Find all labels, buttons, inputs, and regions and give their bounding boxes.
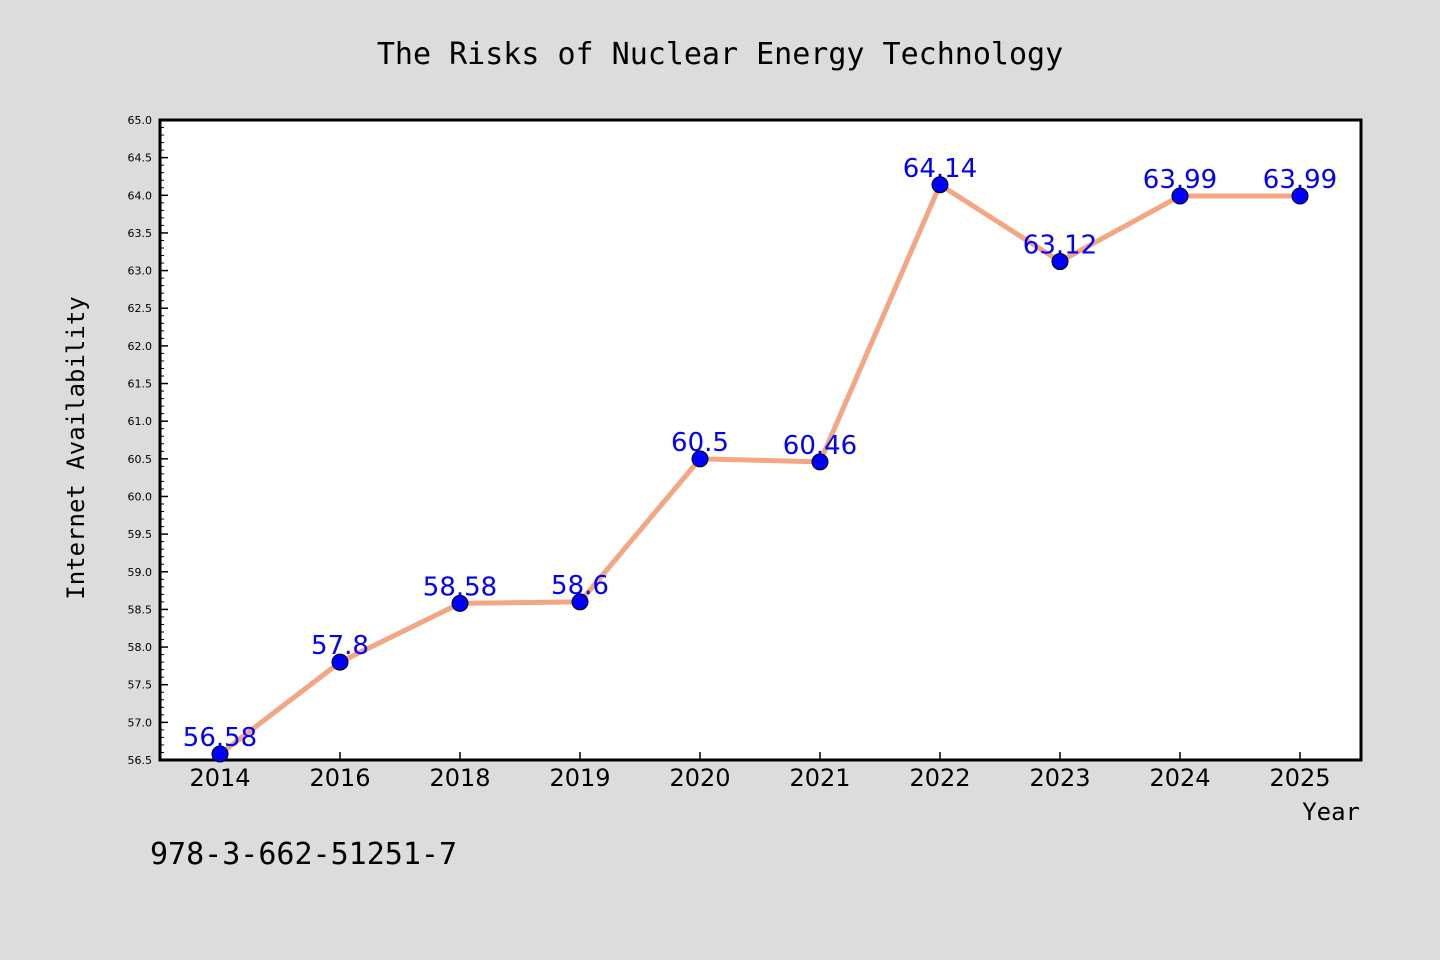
x-tick-label: 2025 bbox=[1269, 764, 1330, 792]
y-tick-label: 64.0 bbox=[128, 189, 153, 202]
y-tick-label: 58.5 bbox=[128, 603, 153, 616]
data-point bbox=[691, 450, 709, 468]
data-label: 63.99 bbox=[1143, 165, 1217, 195]
footer-note: 978-3-662-51251-7 bbox=[150, 837, 457, 872]
y-tick-label: 60.5 bbox=[128, 453, 153, 466]
data-point bbox=[331, 653, 349, 671]
x-tick-label: 2019 bbox=[549, 764, 610, 792]
y-tick-label: 62.0 bbox=[128, 340, 153, 353]
x-axis-label: Year bbox=[1302, 798, 1360, 826]
data-point bbox=[451, 594, 469, 612]
data-point bbox=[811, 453, 829, 471]
data-label: 57.8 bbox=[311, 631, 369, 661]
y-tick-label: 61.0 bbox=[128, 415, 153, 428]
data-point bbox=[1171, 187, 1189, 205]
y-tick-label: 61.5 bbox=[128, 378, 153, 391]
data-point bbox=[571, 593, 589, 611]
x-tick-label: 2023 bbox=[1029, 764, 1090, 792]
x-tick-label: 2022 bbox=[909, 764, 970, 792]
data-point bbox=[211, 745, 229, 763]
y-tick-label: 63.5 bbox=[128, 227, 153, 240]
data-point bbox=[931, 176, 949, 194]
x-tick-label: 2024 bbox=[1149, 764, 1210, 792]
series-group: 56.58 57.8 58.58 58.6 60.5 60.46 64.14 63.12 63.… bbox=[183, 154, 1337, 763]
data-label: 60.5 bbox=[671, 428, 729, 458]
data-label: 58.6 bbox=[551, 571, 609, 601]
y-tick-label: 57.5 bbox=[128, 679, 153, 692]
x-tick-label: 2018 bbox=[429, 764, 490, 792]
data-label: 60.46 bbox=[783, 431, 857, 461]
y-tick-label: 58.0 bbox=[128, 641, 153, 654]
y-axis-label: Internet Availability bbox=[62, 296, 90, 599]
y-tick-label: 59.0 bbox=[128, 566, 153, 579]
x-axis: 2014 2016 2018 2019 2020 2021 2022 2023 2024 2025 bbox=[189, 752, 1331, 792]
data-label: 58.58 bbox=[423, 572, 497, 602]
y-tick-label: 63.0 bbox=[128, 265, 153, 278]
chart-title: The Risks of Nuclear Energy Technology bbox=[377, 37, 1063, 72]
data-label: 64.14 bbox=[903, 154, 977, 184]
y-tick-label: 65.0 bbox=[128, 114, 153, 127]
y-tick-label: 64.5 bbox=[128, 152, 153, 165]
y-tick-label: 57.0 bbox=[128, 716, 153, 729]
x-tick-label: 2021 bbox=[789, 764, 850, 792]
y-tick-label: 59.5 bbox=[128, 528, 153, 541]
x-tick-label: 2020 bbox=[669, 764, 730, 792]
y-tick-label: 62.5 bbox=[128, 302, 153, 315]
y-tick-label: 56.5 bbox=[128, 754, 153, 767]
data-label: 63.99 bbox=[1263, 165, 1337, 195]
series-line bbox=[218, 182, 1300, 756]
data-label: 63.12 bbox=[1023, 231, 1097, 261]
x-tick-label: 2016 bbox=[309, 764, 370, 792]
data-label: 56.58 bbox=[183, 723, 257, 753]
y-tick-label: 60.0 bbox=[128, 490, 153, 503]
x-tick-label: 2014 bbox=[189, 764, 250, 792]
data-point bbox=[1051, 253, 1069, 271]
data-point bbox=[1291, 187, 1309, 205]
y-axis: 56.5 57.0 57.5 58.0 58.5 59.0 59.5 60.0 60.5 61.0… bbox=[128, 114, 168, 767]
